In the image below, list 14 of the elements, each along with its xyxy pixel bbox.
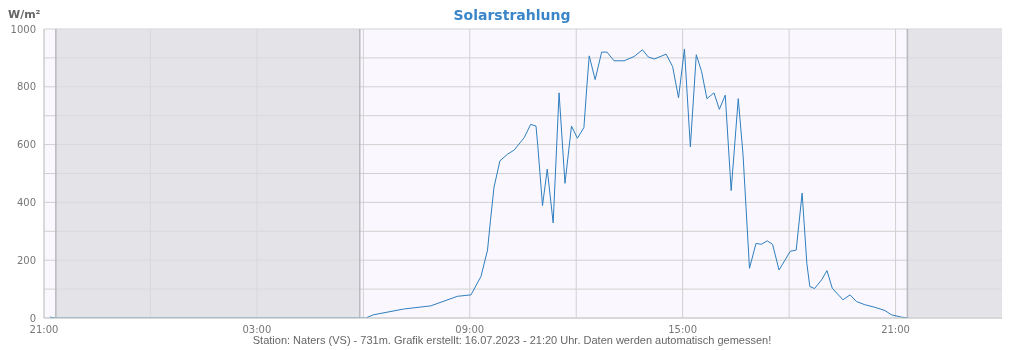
y-axis-title: W/m² <box>8 8 41 21</box>
y-tick-label: 600 <box>16 139 36 151</box>
x-tick-label: 21:00 <box>29 324 59 336</box>
x-tick-label: 21:00 <box>881 324 910 336</box>
y-tick-label: 200 <box>16 254 36 266</box>
y-tick-label: 1000 <box>10 23 36 35</box>
y-tick-label: 400 <box>16 196 36 208</box>
y-tick-label: 0 <box>29 312 36 324</box>
text: Station: Naters (VS) - 731m. Grafik erstellt: 16.07.2023 - 21:20 Uhr. Daten werden automatisch gemessen! <box>252 334 772 346</box>
x-tick-label: 03:00 <box>242 324 272 336</box>
y-tick-label: 800 <box>16 81 36 93</box>
x-tick-label: 15:00 <box>668 324 698 336</box>
x-tick-label: 09:00 <box>455 324 485 336</box>
chart-title: Solarstrahlung <box>453 7 571 23</box>
